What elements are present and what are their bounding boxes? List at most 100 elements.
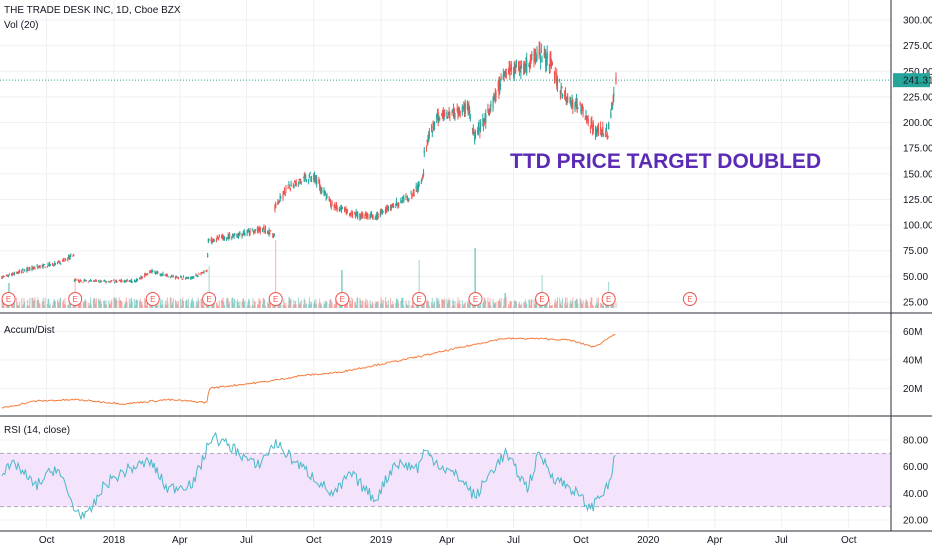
candle-body <box>105 281 107 283</box>
candle-body <box>287 187 289 189</box>
volume-bar <box>294 303 296 308</box>
volume-bar <box>533 299 535 308</box>
earnings-marker <box>682 292 697 306</box>
volume-bar <box>198 300 200 308</box>
candle-body <box>379 212 381 216</box>
candle-body <box>488 112 490 115</box>
candle-body <box>326 194 328 199</box>
candle-body <box>231 237 233 239</box>
symbol-title[interactable]: THE TRADE DESK INC, 1D, Cboe BZX <box>4 5 181 16</box>
volume-bar <box>458 303 460 308</box>
volume-bar <box>165 300 167 308</box>
accum-dist-legend[interactable]: Accum/Dist <box>4 325 55 336</box>
candle-body <box>458 107 460 111</box>
volume-bar <box>581 303 583 308</box>
volume-bar <box>485 300 487 308</box>
candle-body <box>28 268 30 269</box>
volume-bar <box>308 297 310 308</box>
candle-body <box>335 204 338 207</box>
volume-bar <box>21 297 23 308</box>
time-axis[interactable]: Oct 2018 Apr Jul Oct 2019 Apr Jul Oct 2020 Apr Jul O… <box>39 535 857 546</box>
volume-bar <box>38 300 40 308</box>
volume-bar <box>228 303 230 308</box>
candle-body <box>595 129 597 135</box>
candle-body <box>495 91 497 99</box>
volume-bar <box>536 299 538 308</box>
rsi-legend[interactable]: RSI (14, close) <box>4 425 70 436</box>
candle-body <box>147 273 149 275</box>
volume-bar <box>190 302 192 308</box>
candle-body <box>54 263 57 265</box>
pane-separators[interactable] <box>0 0 932 532</box>
time-tick-label: 2018 <box>103 535 126 546</box>
volume-bar <box>223 301 225 308</box>
candle-body <box>520 71 522 73</box>
volume-bar <box>365 305 367 308</box>
accum-dist-tick-label: 40M <box>903 355 922 366</box>
candle-body <box>466 101 469 110</box>
candle-body <box>72 255 74 257</box>
volume-bar <box>84 299 86 308</box>
candle-body <box>36 265 38 267</box>
candle-body <box>377 215 379 218</box>
candle-body <box>351 212 354 216</box>
candle-body <box>233 235 235 238</box>
annotation-text[interactable]: TTD PRICE TARGET DOUBLED <box>510 150 821 173</box>
volume-bar <box>227 298 229 308</box>
earnings-marker-label: E <box>6 295 11 304</box>
candle-body <box>16 271 18 273</box>
volume-bar <box>405 300 407 308</box>
candle-body <box>417 181 420 189</box>
volume-bar <box>407 305 409 308</box>
candle-body <box>188 277 190 279</box>
volume-bar <box>191 297 193 308</box>
volume-bar <box>587 305 589 308</box>
candle-body <box>283 190 286 192</box>
volume-bar <box>68 304 70 308</box>
accum-dist-tick-label: 20M <box>903 384 922 395</box>
candle-body <box>1 276 3 279</box>
price-tick-label: 250.00 <box>903 67 932 78</box>
volume-bar <box>436 298 438 308</box>
candle-body <box>567 97 569 101</box>
candle-body <box>222 235 224 240</box>
candle-body <box>244 233 246 235</box>
candle-body <box>397 205 399 207</box>
volume-bar <box>80 303 82 308</box>
volume-bar <box>458 299 460 308</box>
volume-bar <box>500 297 502 308</box>
candle-body <box>587 118 589 123</box>
volume-bar <box>114 297 116 308</box>
candle-body <box>267 231 269 234</box>
candle-body <box>314 178 316 182</box>
volume-bar <box>136 299 138 308</box>
candle-body <box>176 276 178 279</box>
candle-body <box>185 277 187 280</box>
candle-body <box>7 275 9 277</box>
candle-body <box>387 206 390 211</box>
volume-bar <box>22 303 24 308</box>
candle-body <box>249 230 251 234</box>
volume-bar <box>63 303 65 308</box>
volume-bar <box>116 300 118 308</box>
candle-body <box>487 108 489 112</box>
volume-bar <box>477 304 479 308</box>
volume-bar <box>34 297 36 308</box>
time-tick-label: Oct <box>573 535 589 546</box>
volume-bar <box>313 303 315 308</box>
volume-bar <box>93 298 95 308</box>
candle-body <box>149 270 152 272</box>
price-axis[interactable]: 300.00 275.00 250.00 225.00 200.00 175.00 150.… <box>903 16 932 309</box>
candle-body <box>134 281 136 283</box>
volume-bar <box>441 298 443 308</box>
volume-bar <box>144 297 146 308</box>
price-candles[interactable] <box>1 41 617 284</box>
candle-body <box>590 121 592 123</box>
volume-bar <box>359 297 361 308</box>
candle-body <box>313 174 316 182</box>
volume-legend[interactable]: Vol (20) <box>4 20 38 31</box>
volume-bar <box>432 304 434 308</box>
candle-body <box>162 272 164 276</box>
